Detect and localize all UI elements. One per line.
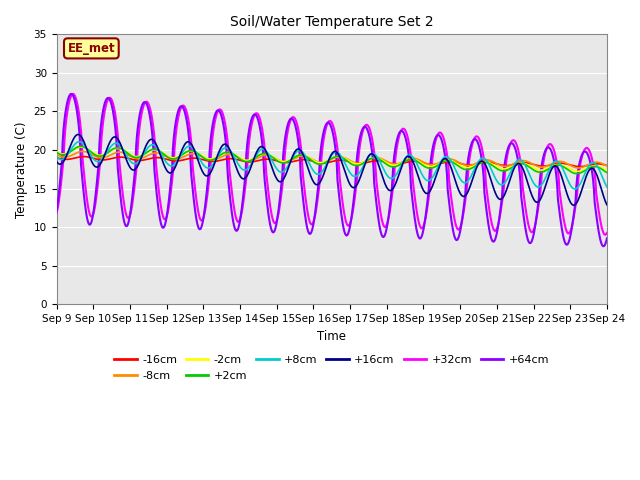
Text: EE_met: EE_met [68, 42, 115, 55]
X-axis label: Time: Time [317, 330, 346, 343]
Legend: -16cm, -8cm, -2cm, +2cm, +8cm, +16cm, +32cm, +64cm: -16cm, -8cm, -2cm, +2cm, +8cm, +16cm, +3… [110, 351, 554, 385]
Y-axis label: Temperature (C): Temperature (C) [15, 121, 28, 217]
Title: Soil/Water Temperature Set 2: Soil/Water Temperature Set 2 [230, 15, 433, 29]
